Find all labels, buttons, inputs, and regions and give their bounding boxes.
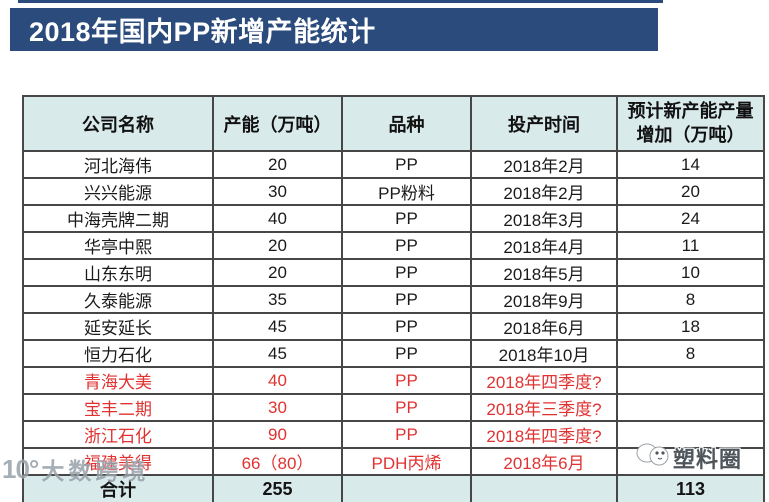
cell-variety: PP xyxy=(341,339,472,368)
table-row: 久泰能源 35 PP 2018年9月 8 xyxy=(22,285,765,314)
cell-increase: 14 xyxy=(616,150,765,179)
cell-time: 2018年四季度? xyxy=(470,366,618,395)
cell-increase xyxy=(616,366,765,395)
cell-capacity: 35 xyxy=(212,285,343,314)
cell-capacity: 45 xyxy=(212,339,343,368)
cell-capacity: 66（80） xyxy=(212,447,343,476)
cell-total-capacity: 255 xyxy=(212,474,343,502)
cell-time: 2018年三季度? xyxy=(470,393,618,422)
cell-company: 中海壳牌二期 xyxy=(22,204,214,233)
cell-capacity: 30 xyxy=(212,177,343,206)
cell-increase: 11 xyxy=(616,231,765,260)
cell-company: 山东东明 xyxy=(22,258,214,287)
cell-total-increase: 113 xyxy=(616,474,765,502)
col-header-capacity: 产能（万吨） xyxy=(212,95,343,152)
capacity-table: 公司名称 产能（万吨） 品种 投产时间 预计新产能产量增加（万吨） 河北海伟 2… xyxy=(22,95,765,502)
title-banner: 2018年国内PP新增产能统计 xyxy=(10,8,658,51)
cell-increase: 8 xyxy=(616,285,765,314)
col-header-company: 公司名称 xyxy=(22,95,214,152)
cell-increase: 8 xyxy=(616,339,765,368)
cell-increase xyxy=(616,447,765,476)
cell-increase: 24 xyxy=(616,204,765,233)
cell-company: 华亭中熙 xyxy=(22,231,214,260)
table-header-row: 公司名称 产能（万吨） 品种 投产时间 预计新产能产量增加（万吨） xyxy=(22,95,765,152)
table-row: 华亭中熙 20 PP 2018年4月 11 xyxy=(22,231,765,260)
table-row-planned: 浙江石化 90 PP 2018年四季度? xyxy=(22,420,765,449)
cell-increase xyxy=(616,420,765,449)
cell-variety: PP粉料 xyxy=(341,177,472,206)
cell-company: 浙江石化 xyxy=(22,420,214,449)
cell-time: 2018年4月 xyxy=(470,231,618,260)
cell-time: 2018年四季度? xyxy=(470,420,618,449)
cell-variety: PP xyxy=(341,258,472,287)
col-header-increase-label: 预计新产能产量增加（万吨） xyxy=(627,101,754,145)
cell-variety: PP xyxy=(341,420,472,449)
table-row-planned: 青海大美 40 PP 2018年四季度? xyxy=(22,366,765,395)
cell-variety: PP xyxy=(341,366,472,395)
table-row: 河北海伟 20 PP 2018年2月 14 xyxy=(22,150,765,179)
cell-time: 2018年9月 xyxy=(470,285,618,314)
cell-variety: PP xyxy=(341,231,472,260)
cell-time: 2018年6月 xyxy=(470,447,618,476)
page-title: 2018年国内PP新增产能统计 xyxy=(29,17,376,47)
table-row-planned: 福建美得 66（80） PDH丙烯 2018年6月 xyxy=(22,447,765,476)
cell-increase: 20 xyxy=(616,177,765,206)
cell-company: 兴兴能源 xyxy=(22,177,214,206)
table-row: 恒力石化 45 PP 2018年10月 8 xyxy=(22,339,765,368)
cell-company: 延安延长 xyxy=(22,312,214,341)
cell-company: 河北海伟 xyxy=(22,150,214,179)
cell-time: 2018年3月 xyxy=(470,204,618,233)
cell-increase: 18 xyxy=(616,312,765,341)
cell-time: 2018年6月 xyxy=(470,312,618,341)
cell-capacity: 45 xyxy=(212,312,343,341)
cell-total-time xyxy=(470,474,618,502)
top-border-line xyxy=(18,0,663,3)
table-row: 兴兴能源 30 PP粉料 2018年2月 20 xyxy=(22,177,765,206)
cell-increase: 10 xyxy=(616,258,765,287)
cell-capacity: 90 xyxy=(212,420,343,449)
cell-variety: PDH丙烯 xyxy=(341,447,472,476)
cell-time: 2018年2月 xyxy=(470,177,618,206)
cell-capacity: 40 xyxy=(212,366,343,395)
cell-capacity: 20 xyxy=(212,258,343,287)
cell-variety: PP xyxy=(341,312,472,341)
cell-company: 青海大美 xyxy=(22,366,214,395)
cell-capacity: 40 xyxy=(212,204,343,233)
cell-time: 2018年2月 xyxy=(470,150,618,179)
cell-capacity: 30 xyxy=(212,393,343,422)
cell-company: 恒力石化 xyxy=(22,339,214,368)
table-row: 山东东明 20 PP 2018年5月 10 xyxy=(22,258,765,287)
cell-increase xyxy=(616,393,765,422)
cell-variety: PP xyxy=(341,285,472,314)
cell-time: 2018年10月 xyxy=(470,339,618,368)
cell-company: 久泰能源 xyxy=(22,285,214,314)
table-row: 中海壳牌二期 40 PP 2018年3月 24 xyxy=(22,204,765,233)
cell-variety: PP xyxy=(341,204,472,233)
cell-capacity: 20 xyxy=(212,150,343,179)
cell-company: 福建美得 xyxy=(22,447,214,476)
cell-variety: PP xyxy=(341,150,472,179)
cell-time: 2018年5月 xyxy=(470,258,618,287)
cell-company: 宝丰二期 xyxy=(22,393,214,422)
col-header-increase: 预计新产能产量增加（万吨） xyxy=(616,95,765,152)
table-row: 延安延长 45 PP 2018年6月 18 xyxy=(22,312,765,341)
table-row-planned: 宝丰二期 30 PP 2018年三季度? xyxy=(22,393,765,422)
cell-capacity: 20 xyxy=(212,231,343,260)
total-row: 合计 255 113 xyxy=(22,474,765,502)
cell-total-label: 合计 xyxy=(22,474,214,502)
cell-total-variety xyxy=(341,474,472,502)
col-header-variety: 品种 xyxy=(341,95,472,152)
cell-variety: PP xyxy=(341,393,472,422)
col-header-time: 投产时间 xyxy=(470,95,618,152)
